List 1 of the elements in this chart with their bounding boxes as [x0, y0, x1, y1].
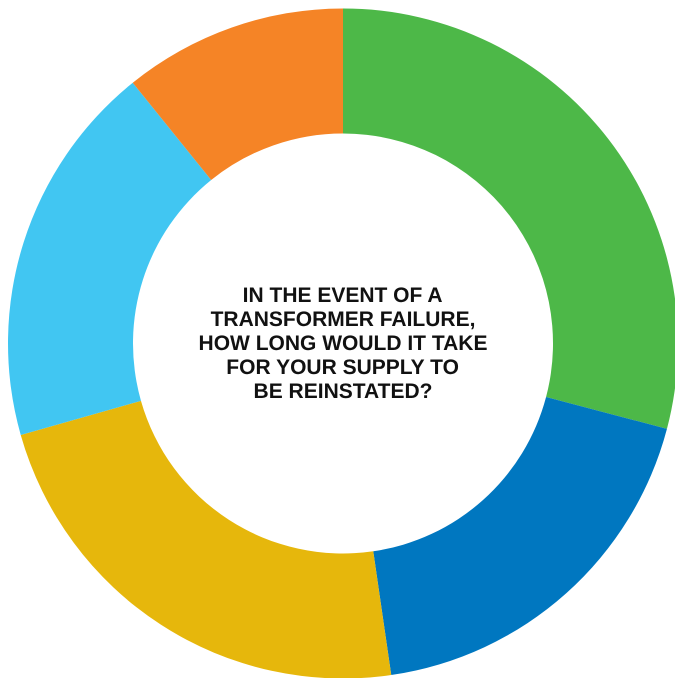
- text: IN THE EVENT OF A TRANSFORMER FAILURE, HOW LONG WOULD IT TAKE FOR YOUR SUPPLY TO BE REINSTATED?: [198, 284, 488, 403]
